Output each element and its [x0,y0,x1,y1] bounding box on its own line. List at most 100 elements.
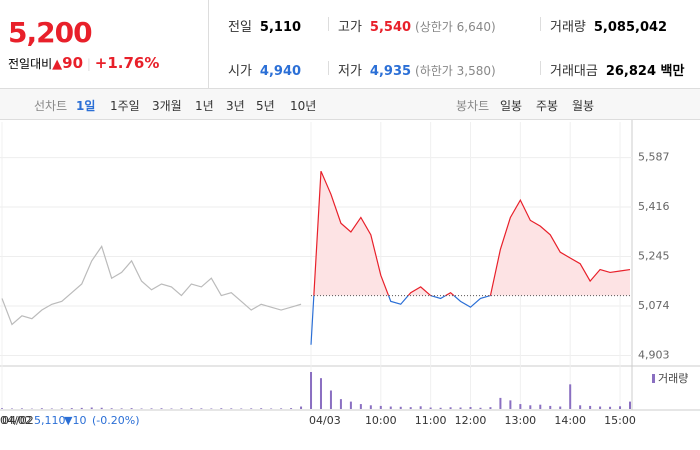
price: 5,200 [8,16,93,49]
volume-bar [459,407,462,409]
stat-label: 거래량 [550,20,586,35]
x-tick-label: 14:00 [554,414,586,427]
volume-bar [80,407,83,409]
stat-value: 5,110 [259,20,302,35]
volume-bar [40,408,43,409]
stat-label: 전일 [228,20,252,35]
stat: 시가 4,940 [228,60,301,79]
footer-date: 04/02 [2,414,34,427]
y-tick-label: 4,903 [638,348,670,361]
volume-bar [150,408,153,409]
volume-bar [629,401,631,409]
price-line-down [310,295,492,345]
volume-bar [399,406,402,409]
tab-group-label: 선차트 [34,99,68,113]
volume-bar [439,407,442,409]
volume-bar [100,407,103,409]
volume-bar [569,384,572,409]
tab[interactable]: 주봉 [536,99,559,113]
separator [328,61,329,75]
volume-bar [290,408,293,409]
x-tick-label: 10:00 [365,414,397,427]
volume-bar [469,407,472,409]
volume-bar [260,408,263,409]
stat: 저가 4,935 (하한가 3,580) [338,60,496,79]
volume-bar [70,408,73,409]
tab[interactable]: 1일 [76,99,96,113]
volume-bar [589,405,592,409]
footer-change: ▼10 [64,414,86,427]
volume-bar [230,408,233,409]
volume-bar [529,405,532,409]
stat-extra: (상한가 6,640) [415,20,496,34]
change: 전일대비▲90 | +1.76% [8,54,160,72]
x-tick-label: 15:00 [604,414,636,427]
volume-bar [349,401,352,409]
tab[interactable]: 월봉 [572,99,595,113]
volume-bar [250,408,253,409]
tab[interactable]: 10년 [290,99,317,113]
stat-value: 4,940 [259,64,302,79]
change-value: 90 [62,54,84,72]
volume-bar [579,405,582,409]
tab[interactable]: 3년 [226,99,245,113]
volume-bar [519,404,522,409]
volume-bar [449,407,452,409]
volume-bar [549,405,552,409]
volume-bar [559,406,562,409]
volume-bar [489,407,492,409]
tab[interactable]: 1년 [195,99,214,113]
tab[interactable]: 일봉 [500,99,523,113]
volume-bar [220,408,223,409]
price-box: 5,200 전일대비▲90 | +1.76% [0,0,209,88]
price-line-up [313,170,631,296]
y-tick-label: 5,074 [638,299,670,312]
tab[interactable]: 3개월 [152,99,182,113]
stat-value: 5,540 [369,20,412,35]
volume-bar [389,406,392,409]
volume-bar [359,404,362,409]
footer-close: 5,110 [34,414,66,427]
x-tick-label: 04/03 [309,414,341,427]
volume-bar [190,408,193,409]
y-tick-label: 5,416 [638,200,670,213]
legend-label: 거래량 [658,372,688,385]
volume-bar [1,408,3,409]
stat: 거래대금 26,824 백만 [550,60,684,79]
tab-group-label: 봉차트 [456,99,490,113]
volume-bar [379,405,382,409]
x-tick-label: 13:00 [504,414,536,427]
volume-bar [609,406,612,409]
separator [540,17,541,31]
volume-bar [20,408,23,409]
volume-bar [60,408,63,409]
volume-bar [90,407,93,409]
volume-bar [369,405,372,409]
separator [328,17,329,31]
y-tick-label: 5,245 [638,250,670,263]
volume-bar [110,408,113,409]
x-tick-label: 04/02 [0,414,32,427]
area [311,171,630,296]
tab[interactable]: 5년 [256,99,275,113]
stat-label: 저가 [338,64,362,79]
footer-pct: (-0.20%) [92,414,140,427]
volume-bar [300,406,303,409]
volume-bar [599,406,602,409]
stat: 거래량 5,085,042 [550,16,667,35]
tab[interactable]: 1주일 [110,99,140,113]
volume-bar [339,399,342,409]
volume-bar [280,408,283,409]
volume-bar [120,408,123,409]
volume-bar [419,406,422,409]
volume-bar [329,390,332,409]
header: 5,200 전일대비▲90 | +1.76% 전일 5,110 고가 5,540 (상한… [0,0,700,89]
stat-value: 26,824 백만 [605,64,685,79]
change-label: 전일대비 [8,57,53,71]
volume-bar [319,378,322,409]
separator [540,61,541,75]
stat-extra: (하한가 3,580) [415,64,496,78]
volume-bar [180,408,183,409]
